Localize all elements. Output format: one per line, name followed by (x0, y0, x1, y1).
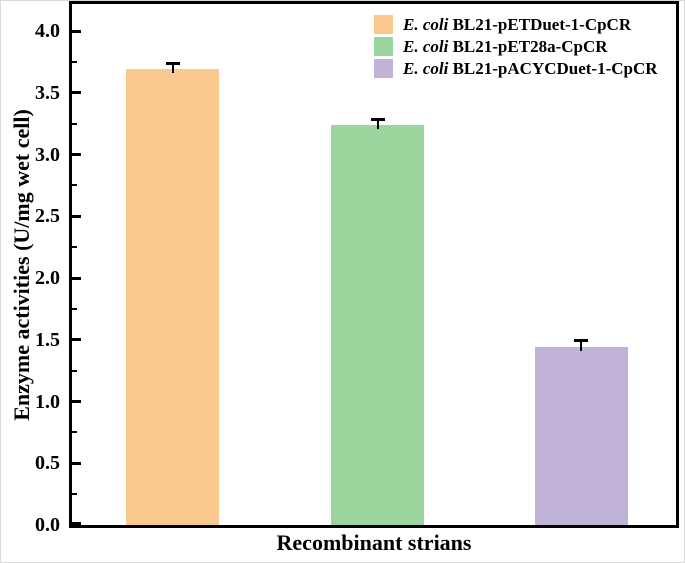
legend-color-swatch (374, 37, 393, 56)
legend-label-italic: E. coli (403, 37, 449, 56)
y-axis-minor-tick (72, 369, 77, 372)
y-tick-label: 0.5 (35, 452, 60, 475)
legend-label: E. coli BL21-pETDuet-1-CpCR (403, 15, 631, 34)
x-axis-title: Recombinant strians (276, 530, 472, 555)
y-axis-major-tick (72, 29, 81, 33)
legend-label-rest: BL21-pET28a-CpCR (452, 37, 608, 56)
y-axis-major-tick (72, 338, 81, 342)
y-tick-label: 4.0 (35, 20, 60, 43)
legend-item: E. coli BL21-pET28a-CpCR (374, 37, 658, 56)
y-tick-label: 1.0 (35, 390, 60, 413)
legend-color-swatch (374, 15, 393, 34)
error-bar-cap (370, 117, 385, 121)
y-axis-major-tick (72, 400, 81, 404)
plot-area: E. coli BL21-pETDuet-1-CpCR E. coli BL21-… (69, 1, 679, 528)
legend-label-italic: E. coli (403, 15, 449, 34)
legend-label: E. coli BL21-pACYCDuet-1-CpCR (403, 59, 658, 78)
y-axis-minor-tick (72, 307, 77, 310)
y-axis-major-tick (72, 91, 81, 95)
error-bar-stem (580, 339, 583, 352)
y-axis-minor-tick (72, 246, 77, 249)
y-axis-major-tick (72, 153, 81, 157)
bar-2 (331, 124, 425, 525)
error-bar-cap (574, 338, 589, 342)
bar-1 (126, 69, 220, 525)
y-axis-minor-tick (72, 122, 77, 125)
error-bar-stem (376, 118, 379, 129)
y-axis-major-tick (72, 461, 81, 465)
y-tick-label: 1.5 (35, 328, 60, 351)
error-bar-cap (165, 62, 180, 66)
legend-label: E. coli BL21-pET28a-CpCR (403, 37, 608, 56)
legend-label-italic: E. coli (403, 59, 449, 78)
legend-label-rest: BL21-pETDuet-1-CpCR (452, 15, 632, 34)
y-axis-minor-tick (72, 431, 77, 434)
y-axis-major-tick (72, 276, 81, 280)
y-tick-label: 0.0 (35, 514, 60, 536)
y-tick-label: 2.5 (35, 205, 60, 228)
legend-item: E. coli BL21-pACYCDuet-1-CpCR (374, 59, 658, 78)
y-axis-minor-tick (72, 493, 77, 496)
legend: E. coli BL21-pETDuet-1-CpCR E. coli BL21-… (374, 15, 658, 78)
legend-color-swatch (374, 59, 393, 78)
y-tick-label: 3.0 (35, 143, 60, 166)
y-tick-label: 2.0 (35, 267, 60, 290)
legend-label-rest: BL21-pACYCDuet-1-CpCR (452, 59, 658, 78)
error-bar-stem (171, 63, 174, 74)
y-tick-label: 3.5 (35, 81, 60, 104)
y-axis-major-tick (72, 522, 81, 525)
bar-3 (534, 347, 628, 525)
y-axis-minor-tick (72, 184, 77, 187)
y-axis-major-tick (72, 214, 81, 218)
y-axis-minor-tick (72, 61, 77, 64)
legend-item: E. coli BL21-pETDuet-1-CpCR (374, 15, 658, 34)
